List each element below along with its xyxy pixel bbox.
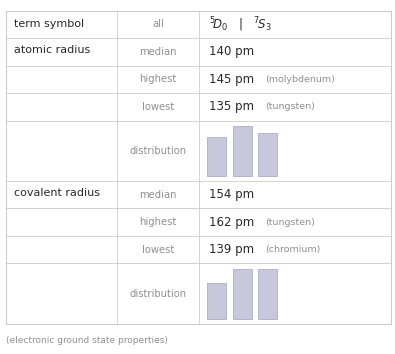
Text: 154 pm: 154 pm bbox=[209, 188, 254, 201]
Text: (tungsten): (tungsten) bbox=[265, 218, 314, 227]
Text: (chromium): (chromium) bbox=[265, 245, 320, 254]
Text: highest: highest bbox=[139, 217, 177, 227]
Text: median: median bbox=[139, 190, 177, 200]
Text: lowest: lowest bbox=[142, 102, 174, 112]
Bar bbox=[207, 283, 226, 319]
Text: all: all bbox=[152, 19, 164, 29]
Text: (molybdenum): (molybdenum) bbox=[265, 75, 335, 84]
Text: $^5\!D_0$   |   $^7\!S_3$: $^5\!D_0$ | $^7\!S_3$ bbox=[209, 15, 272, 34]
Text: (tungsten): (tungsten) bbox=[265, 102, 314, 111]
Bar bbox=[258, 269, 277, 319]
Text: 140 pm: 140 pm bbox=[209, 45, 254, 58]
Text: 162 pm: 162 pm bbox=[209, 216, 255, 229]
Bar bbox=[233, 126, 252, 176]
Text: (electronic ground state properties): (electronic ground state properties) bbox=[6, 336, 168, 345]
Text: highest: highest bbox=[139, 74, 177, 84]
Text: distribution: distribution bbox=[130, 146, 186, 156]
Text: covalent radius: covalent radius bbox=[14, 188, 100, 198]
Text: atomic radius: atomic radius bbox=[14, 45, 90, 55]
Text: median: median bbox=[139, 47, 177, 57]
Text: distribution: distribution bbox=[130, 289, 186, 299]
Text: term symbol: term symbol bbox=[14, 19, 84, 29]
Bar bbox=[207, 137, 226, 176]
Text: lowest: lowest bbox=[142, 245, 174, 255]
Bar bbox=[233, 269, 252, 319]
Text: 145 pm: 145 pm bbox=[209, 73, 254, 86]
Text: 135 pm: 135 pm bbox=[209, 100, 254, 113]
Bar bbox=[258, 133, 277, 176]
Text: 139 pm: 139 pm bbox=[209, 243, 254, 256]
